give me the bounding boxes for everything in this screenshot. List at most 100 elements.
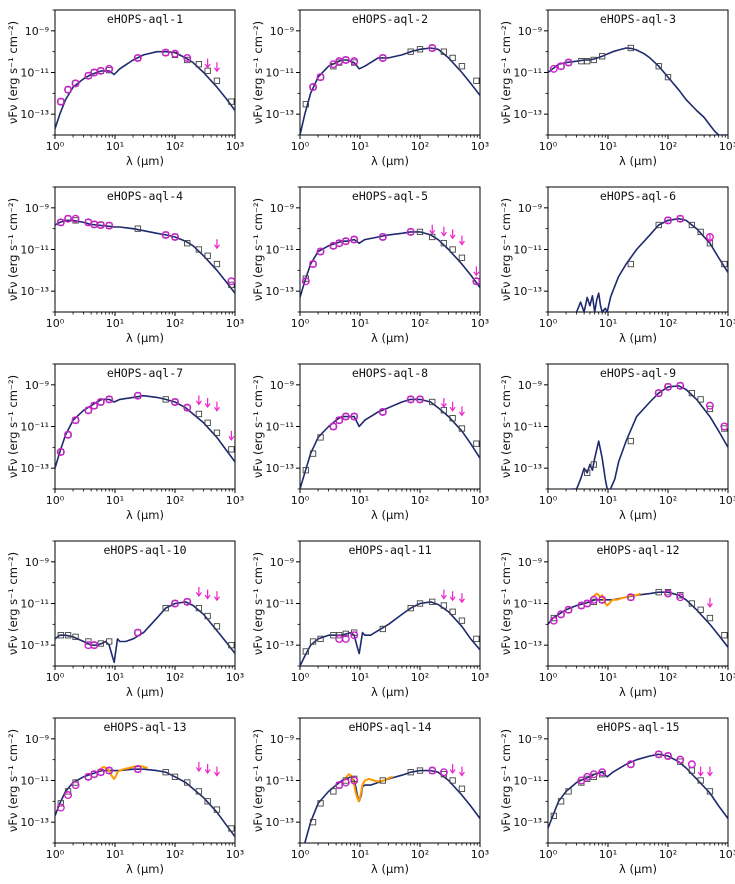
photometry-point <box>227 277 235 286</box>
photometry-point <box>56 218 65 227</box>
x-tick-label: 10³ <box>719 848 735 861</box>
upper-limit-arrow <box>473 266 480 277</box>
photometry-point <box>56 447 65 456</box>
x-axis-label: λ (μm) <box>126 154 164 168</box>
x-tick-label: 10² <box>166 317 184 330</box>
photometry-point <box>626 760 635 769</box>
photometry-point <box>316 247 325 256</box>
photometry-point <box>406 227 415 236</box>
model-point-square <box>627 260 634 268</box>
photometry-point <box>378 53 387 62</box>
x-tick-label: 10⁰ <box>539 671 558 684</box>
y-tick-label: 10⁻¹³ <box>513 816 542 829</box>
upper-limit-arrow <box>213 239 220 250</box>
y-tick-label: 10⁻¹³ <box>265 816 294 829</box>
x-tick-label: 10³ <box>719 494 735 507</box>
upper-limit-arrow <box>440 397 447 409</box>
photometry-point <box>577 776 586 785</box>
photometry-point <box>428 766 437 775</box>
x-axis-label: λ (μm) <box>126 508 164 522</box>
model-point-square <box>57 800 64 807</box>
model-point-square <box>162 769 169 776</box>
plot-area <box>55 761 235 838</box>
photometry-point <box>71 781 80 790</box>
y-axis-label: νFν (erg s⁻¹ cm⁻²) <box>251 21 265 124</box>
plot-area <box>55 214 235 294</box>
x-tick-label: 10¹ <box>599 317 617 330</box>
x-tick-label: 10³ <box>226 317 244 330</box>
model-point-square <box>429 598 436 606</box>
x-axis-label: λ (μm) <box>619 685 657 699</box>
model-point-square <box>655 589 662 596</box>
plot-area <box>548 44 728 135</box>
upper-limit-arrow <box>213 401 220 412</box>
plot-frame <box>547 9 729 136</box>
upper-limit-head <box>458 598 465 604</box>
y-tick-label: 10⁻¹³ <box>513 285 542 298</box>
upper-limit-arrow <box>458 766 465 777</box>
upper-limit-arrow <box>195 586 202 597</box>
photometry-point <box>341 55 350 64</box>
plot-frame <box>54 717 236 844</box>
panel-title: eHOPS-aql-10 <box>103 543 186 557</box>
sed-panel-5: 10⁰ 10¹ 10² 10³ 10⁻⁹ 10⁻¹¹ 10⁻¹³ λ (μm) νFν (erg… <box>251 186 489 345</box>
y-tick-label: 10⁻¹¹ <box>513 67 542 80</box>
sed-panel-3: 10⁰ 10¹ 10² 10³ 10⁻⁹ 10⁻¹¹ 10⁻¹³ λ (μm) νFν (erg… <box>499 9 735 168</box>
model-point-square <box>204 612 211 620</box>
plot-area <box>300 224 480 298</box>
model-point-square <box>440 48 448 55</box>
plot-frame <box>54 9 236 136</box>
panel-title: eHOPS-aql-3 <box>600 12 676 26</box>
y-axis-label: νFν (erg s⁻¹ cm⁻²) <box>6 375 20 478</box>
photometry-point <box>183 53 192 62</box>
x-axis-label: λ (μm) <box>619 862 657 876</box>
model-point-square <box>213 260 221 268</box>
photometry-point <box>720 422 728 431</box>
photometry-point <box>64 791 73 800</box>
photometry-point <box>64 85 73 94</box>
upper-limit-arrow <box>449 401 456 412</box>
x-tick-label: 10³ <box>471 317 489 330</box>
photometry-point <box>341 412 350 421</box>
model-point-square <box>106 638 113 645</box>
model-point-square <box>228 281 235 289</box>
photometry-point <box>350 631 359 640</box>
model-point-square <box>317 800 324 807</box>
y-tick-label: 10⁻¹³ <box>20 285 49 298</box>
photometry-point <box>687 760 696 769</box>
model-point-square <box>195 410 203 418</box>
plot-frame <box>299 717 481 844</box>
y-tick-label: 10⁻¹¹ <box>265 244 294 257</box>
photometry-point <box>378 232 387 241</box>
x-axis-label: λ (μm) <box>371 685 409 699</box>
photometry-point <box>84 641 93 650</box>
upper-limit-arrow <box>429 224 436 235</box>
x-axis-label: λ (μm) <box>371 862 409 876</box>
y-tick-label: 10⁻¹³ <box>20 816 49 829</box>
photometry-point <box>583 599 592 608</box>
sed-panel-9: 10⁰ 10¹ 10² 10³ 10⁻⁹ 10⁻¹¹ 10⁻¹³ λ (μm) νFν (erg… <box>499 363 735 522</box>
model-point-square <box>721 260 728 268</box>
y-axis-label: νFν (erg s⁻¹ cm⁻²) <box>6 21 20 124</box>
model-point-square <box>228 825 235 832</box>
model-point-square <box>584 58 591 65</box>
upper-limit-arrow <box>195 395 202 406</box>
model-point-square <box>655 63 662 70</box>
photometry-point <box>341 778 350 787</box>
photometry-point <box>71 416 80 425</box>
x-tick-label: 10¹ <box>106 140 124 153</box>
x-tick-label: 10⁰ <box>291 140 310 153</box>
photometry-point <box>71 214 80 223</box>
photometry-point <box>416 395 425 404</box>
model-point-square <box>697 606 704 613</box>
plot-area <box>571 381 728 489</box>
x-tick-label: 10² <box>411 494 429 507</box>
model-point-square <box>449 415 456 422</box>
x-tick-label: 10³ <box>226 140 244 153</box>
x-tick-label: 10² <box>659 671 677 684</box>
model-point-square <box>584 469 591 476</box>
y-tick-label: 10⁻⁹ <box>518 733 542 746</box>
model-point-square <box>416 46 424 53</box>
y-tick-label: 10⁻⁹ <box>270 733 294 746</box>
y-tick-label: 10⁻¹¹ <box>20 775 49 788</box>
